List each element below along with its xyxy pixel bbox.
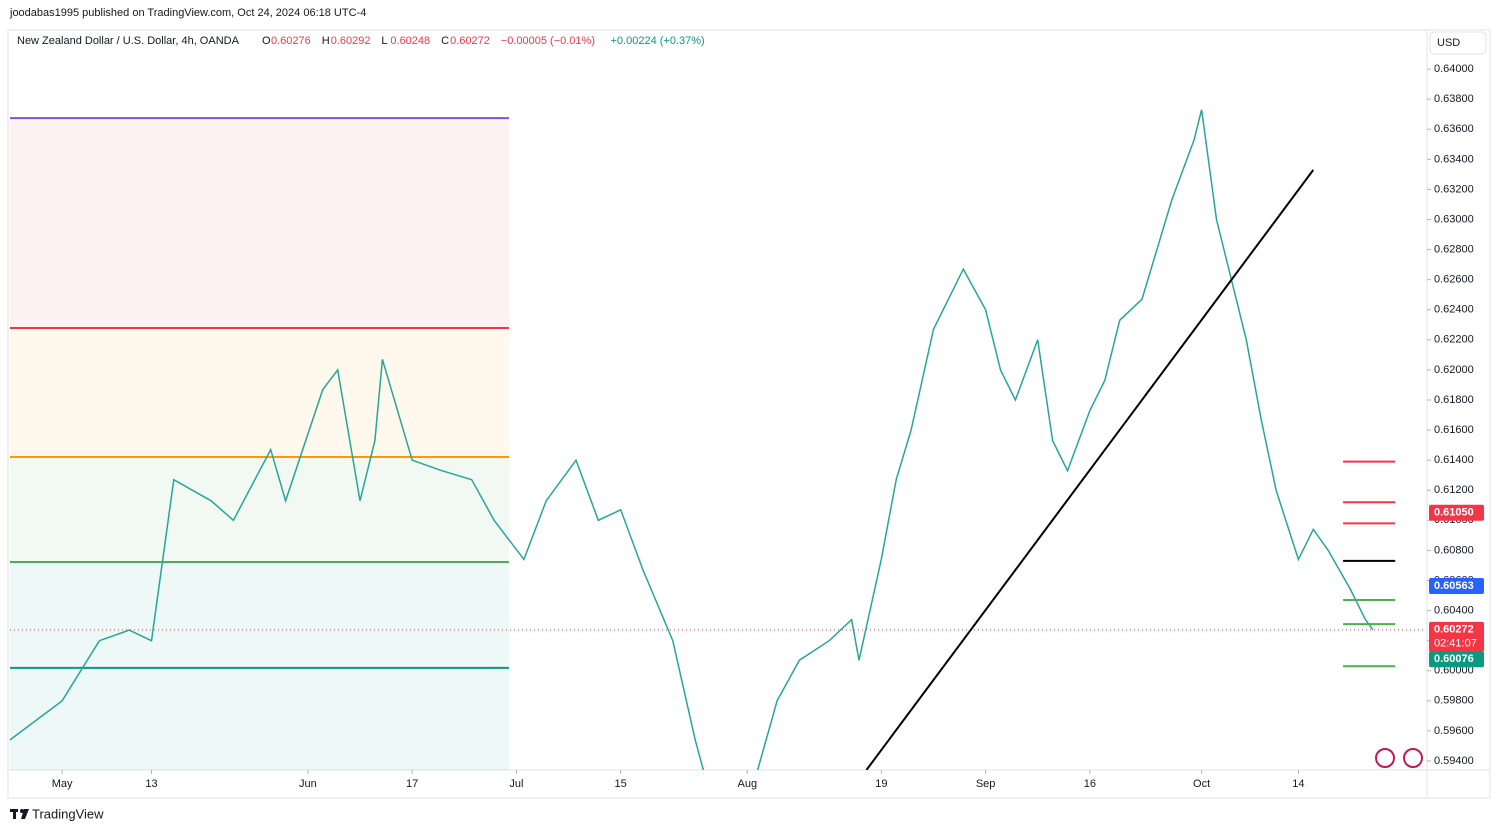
ohlc-value: 0.60276 xyxy=(271,35,311,47)
ohlc-value: 0.60292 xyxy=(331,35,371,47)
currency-button[interactable] xyxy=(1429,31,1487,55)
ohlc-value: 0.60272 xyxy=(450,35,490,47)
symbol-title: New Zealand Dollar / U.S. Dollar, 4h, OA… xyxy=(17,35,240,47)
x-tick-label: 15 xyxy=(615,778,627,790)
y-tick-label: 0.62400 xyxy=(1434,304,1474,316)
price-label: 0.60076 xyxy=(1434,653,1474,665)
currency: USD xyxy=(1437,37,1460,49)
y-tick-label: 0.63200 xyxy=(1434,183,1474,195)
published: joodabas1995 published on TradingView.co… xyxy=(9,7,366,19)
level-zone xyxy=(10,561,509,668)
x-tick-label: 14 xyxy=(1292,778,1304,790)
level-zone xyxy=(10,667,509,770)
pane xyxy=(9,109,1425,770)
frame xyxy=(7,29,1491,799)
x-tick-label: Jun xyxy=(299,778,317,790)
level-zone xyxy=(10,118,509,328)
price-label: 0.61050 xyxy=(1434,507,1474,519)
y-tick-label: 0.63800 xyxy=(1434,93,1474,105)
y-tick-label: 0.62600 xyxy=(1434,274,1474,286)
y-tick-label: 0.59600 xyxy=(1434,725,1474,737)
y-tick-label: 0.61600 xyxy=(1434,424,1474,436)
x-tick-label: Sep xyxy=(976,778,996,790)
ohlc-value: 0.60248 xyxy=(390,35,430,47)
x-tick-label: 13 xyxy=(145,778,157,790)
y-tick-label: 0.60400 xyxy=(1434,604,1474,616)
y-tick-label: 0.61200 xyxy=(1434,484,1474,496)
y-tick-label: 0.60000 xyxy=(1434,665,1474,677)
y-tick-label: 0.62800 xyxy=(1434,243,1474,255)
countdown: 02:41:07 xyxy=(1434,638,1477,650)
x-tick-label: Jul xyxy=(509,778,523,790)
indicator-change: +0.00224 (+0.37%) xyxy=(611,35,705,47)
price-label: 0.60272 xyxy=(1434,624,1474,636)
x-tick-label: 19 xyxy=(875,778,887,790)
x-tick-label: Oct xyxy=(1193,778,1210,790)
y-tick-label: 0.63400 xyxy=(1434,153,1474,165)
x-tick-label: May xyxy=(52,778,73,790)
ohlc-key: L xyxy=(381,35,387,47)
flag-icon xyxy=(1375,748,1395,768)
y-tick-label: 0.61400 xyxy=(1434,454,1474,466)
price-label-box xyxy=(1429,504,1484,521)
x-tick-label: 16 xyxy=(1084,778,1096,790)
y-tick-label: 0.59800 xyxy=(1434,695,1474,707)
level-zone xyxy=(10,327,509,458)
x-tick-label: Aug xyxy=(738,778,758,790)
trendline xyxy=(865,169,1315,770)
y-tick-label: 0.59400 xyxy=(1434,755,1474,767)
level-zone xyxy=(10,457,509,562)
ohlc-key: H xyxy=(322,35,330,47)
price-line xyxy=(9,109,1374,770)
price-label-box xyxy=(1429,578,1484,595)
change: −0.00005 (−0.01%) xyxy=(501,35,595,47)
y-tick-label: 0.62000 xyxy=(1434,364,1474,376)
price-label: 0.60563 xyxy=(1434,580,1474,592)
x-tick-label: 17 xyxy=(406,778,418,790)
ohlc-key: C xyxy=(441,35,449,47)
y-tick-label: 0.61800 xyxy=(1434,394,1474,406)
y-tick-label: 0.60800 xyxy=(1434,544,1474,556)
price-label-box xyxy=(1429,621,1484,652)
brand: TradingView xyxy=(32,806,104,821)
y-tick-label: 0.63600 xyxy=(1434,123,1474,135)
y-tick-label: 0.63000 xyxy=(1434,213,1474,225)
ohlc-key: O xyxy=(262,35,271,47)
y-tick-label: 0.64000 xyxy=(1434,63,1474,75)
y-tick-label: 0.62200 xyxy=(1434,334,1474,346)
price-label-box xyxy=(1429,651,1484,668)
flag-icon xyxy=(1403,748,1423,768)
logo xyxy=(10,809,29,819)
